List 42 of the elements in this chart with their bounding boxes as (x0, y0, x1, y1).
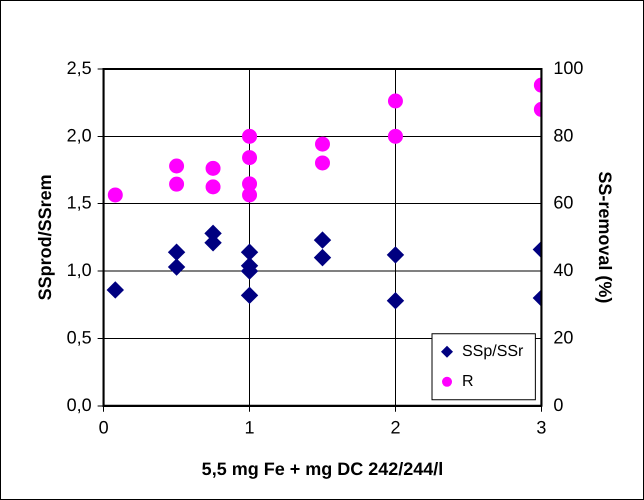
point (241, 244, 258, 261)
point (108, 187, 123, 202)
y2-tick-label: 80 (553, 125, 574, 146)
point (386, 246, 404, 264)
x-tick-label: 2 (390, 418, 400, 438)
point (241, 286, 258, 304)
point (314, 249, 331, 266)
point (169, 158, 184, 174)
point (386, 292, 404, 310)
point (388, 128, 403, 144)
point (242, 187, 258, 202)
point (106, 281, 124, 298)
y-tick-label: 0,5 (66, 327, 92, 348)
y-tick-label: 2,0 (66, 125, 92, 146)
point (168, 258, 186, 276)
point (314, 155, 330, 170)
point (242, 128, 258, 144)
point (314, 232, 331, 249)
y-axis-title: SSprod/SSrem (34, 174, 55, 300)
point (168, 244, 186, 261)
y2-tick-label: 40 (553, 260, 574, 280)
y2-tick-label: 0 (553, 394, 564, 415)
y-tick-label: 1,5 (66, 192, 92, 213)
y-tick-label: 0,0 (66, 394, 92, 415)
y2-tick-label: 20 (553, 327, 574, 348)
y2-tick-label: 60 (553, 192, 574, 213)
point (206, 179, 221, 194)
point (206, 160, 221, 176)
x-axis-title: 5,5 mg Fe + mg DC 242/244/l (202, 459, 444, 480)
point (314, 136, 330, 152)
x-tick-label: 1 (244, 418, 255, 438)
y2-tick-label: 100 (553, 58, 584, 78)
legend-label: R (462, 373, 474, 390)
x-tick-label: 0 (98, 418, 109, 438)
y-tick-label: 1,0 (66, 260, 92, 280)
y-tick-label: 2,5 (66, 58, 92, 78)
y2-axis-title: SS-removal (%) (595, 171, 616, 304)
legend-label: SSp/SSr (462, 343, 524, 360)
x-tick-label: 3 (536, 418, 546, 438)
point (388, 93, 403, 108)
point (169, 176, 184, 192)
point (242, 150, 258, 166)
